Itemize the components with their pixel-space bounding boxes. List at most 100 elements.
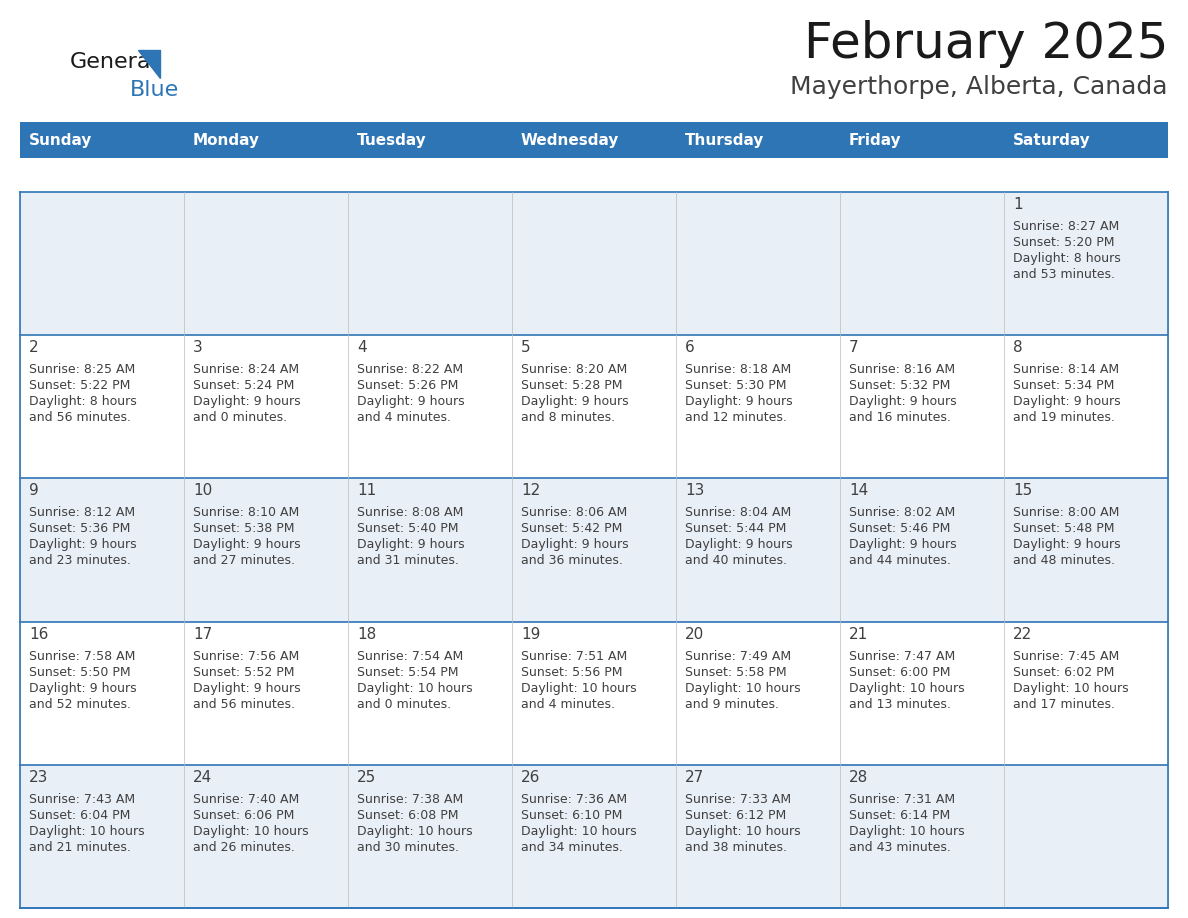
Text: Sunset: 6:10 PM: Sunset: 6:10 PM — [522, 809, 623, 822]
Text: 15: 15 — [1013, 484, 1032, 498]
Text: and 13 minutes.: and 13 minutes. — [849, 698, 950, 711]
Bar — [348, 478, 512, 621]
Text: and 53 minutes.: and 53 minutes. — [1013, 268, 1116, 281]
Text: Sunrise: 8:24 AM: Sunrise: 8:24 AM — [192, 364, 299, 376]
Text: Sunset: 5:38 PM: Sunset: 5:38 PM — [192, 522, 295, 535]
Text: and 4 minutes.: and 4 minutes. — [522, 698, 615, 711]
Bar — [840, 335, 1004, 478]
Text: Daylight: 8 hours: Daylight: 8 hours — [1013, 252, 1120, 265]
Text: Sunday: Sunday — [29, 133, 93, 149]
Text: and 27 minutes.: and 27 minutes. — [192, 554, 295, 567]
Text: Daylight: 10 hours: Daylight: 10 hours — [685, 824, 801, 838]
Bar — [184, 478, 348, 621]
Bar — [348, 765, 512, 908]
Bar — [20, 765, 184, 908]
Text: and 48 minutes.: and 48 minutes. — [1013, 554, 1116, 567]
Text: and 21 minutes.: and 21 minutes. — [29, 841, 131, 854]
Text: 24: 24 — [192, 770, 213, 785]
Text: Sunrise: 8:14 AM: Sunrise: 8:14 AM — [1013, 364, 1119, 376]
Bar — [840, 192, 1004, 335]
Text: and 12 minutes.: and 12 minutes. — [685, 411, 786, 424]
Bar — [676, 335, 840, 478]
Text: Sunrise: 8:22 AM: Sunrise: 8:22 AM — [358, 364, 463, 376]
Text: General: General — [70, 52, 158, 72]
Text: 17: 17 — [192, 627, 213, 642]
Text: 16: 16 — [29, 627, 49, 642]
Text: Sunset: 5:46 PM: Sunset: 5:46 PM — [849, 522, 950, 535]
Text: Sunrise: 8:18 AM: Sunrise: 8:18 AM — [685, 364, 791, 376]
Text: Sunrise: 7:40 AM: Sunrise: 7:40 AM — [192, 793, 299, 806]
Text: 1: 1 — [1013, 197, 1023, 212]
Bar — [1004, 192, 1168, 335]
Bar — [840, 765, 1004, 908]
Text: Sunset: 5:22 PM: Sunset: 5:22 PM — [29, 379, 131, 392]
Bar — [20, 122, 1168, 125]
Text: Daylight: 10 hours: Daylight: 10 hours — [522, 824, 637, 838]
Text: and 56 minutes.: and 56 minutes. — [192, 698, 295, 711]
Bar — [20, 478, 184, 621]
Polygon shape — [138, 50, 160, 78]
Text: 26: 26 — [522, 770, 541, 785]
Bar — [840, 621, 1004, 765]
Text: Sunrise: 7:31 AM: Sunrise: 7:31 AM — [849, 793, 955, 806]
Text: Sunrise: 7:58 AM: Sunrise: 7:58 AM — [29, 650, 135, 663]
Text: Sunset: 5:32 PM: Sunset: 5:32 PM — [849, 379, 950, 392]
Text: Sunrise: 7:47 AM: Sunrise: 7:47 AM — [849, 650, 955, 663]
Text: Daylight: 9 hours: Daylight: 9 hours — [522, 396, 628, 409]
Text: Daylight: 9 hours: Daylight: 9 hours — [1013, 538, 1120, 552]
Text: Sunset: 6:02 PM: Sunset: 6:02 PM — [1013, 666, 1114, 678]
Text: Sunset: 6:04 PM: Sunset: 6:04 PM — [29, 809, 131, 822]
Text: Daylight: 10 hours: Daylight: 10 hours — [849, 681, 965, 695]
Text: Daylight: 9 hours: Daylight: 9 hours — [192, 538, 301, 552]
Text: Sunset: 5:52 PM: Sunset: 5:52 PM — [192, 666, 295, 678]
Bar — [1004, 621, 1168, 765]
Text: and 38 minutes.: and 38 minutes. — [685, 841, 786, 854]
Text: Sunrise: 8:04 AM: Sunrise: 8:04 AM — [685, 507, 791, 520]
Text: Sunset: 6:06 PM: Sunset: 6:06 PM — [192, 809, 295, 822]
Text: Sunrise: 8:27 AM: Sunrise: 8:27 AM — [1013, 220, 1119, 233]
Text: Sunrise: 8:16 AM: Sunrise: 8:16 AM — [849, 364, 955, 376]
Text: Daylight: 9 hours: Daylight: 9 hours — [29, 538, 137, 552]
Text: and 30 minutes.: and 30 minutes. — [358, 841, 459, 854]
Text: and 44 minutes.: and 44 minutes. — [849, 554, 950, 567]
Text: 14: 14 — [849, 484, 868, 498]
Text: Wednesday: Wednesday — [522, 133, 619, 149]
Text: and 19 minutes.: and 19 minutes. — [1013, 411, 1114, 424]
Text: and 9 minutes.: and 9 minutes. — [685, 698, 779, 711]
Text: Sunrise: 8:00 AM: Sunrise: 8:00 AM — [1013, 507, 1119, 520]
Text: Sunset: 5:40 PM: Sunset: 5:40 PM — [358, 522, 459, 535]
Text: Daylight: 10 hours: Daylight: 10 hours — [685, 681, 801, 695]
Text: 22: 22 — [1013, 627, 1032, 642]
Text: 8: 8 — [1013, 341, 1023, 355]
Text: Sunset: 5:50 PM: Sunset: 5:50 PM — [29, 666, 131, 678]
Text: Sunrise: 8:06 AM: Sunrise: 8:06 AM — [522, 507, 627, 520]
Bar — [512, 192, 676, 335]
Text: and 23 minutes.: and 23 minutes. — [29, 554, 131, 567]
Bar — [1004, 124, 1168, 158]
Bar — [840, 478, 1004, 621]
Bar — [512, 621, 676, 765]
Text: Daylight: 9 hours: Daylight: 9 hours — [685, 538, 792, 552]
Text: Blue: Blue — [129, 80, 179, 100]
Bar — [512, 124, 676, 158]
Text: 10: 10 — [192, 484, 213, 498]
Text: and 36 minutes.: and 36 minutes. — [522, 554, 623, 567]
Text: Tuesday: Tuesday — [358, 133, 426, 149]
Bar — [1004, 478, 1168, 621]
Text: 28: 28 — [849, 770, 868, 785]
Text: Daylight: 10 hours: Daylight: 10 hours — [29, 824, 145, 838]
Text: Daylight: 9 hours: Daylight: 9 hours — [358, 396, 465, 409]
Text: Sunrise: 7:51 AM: Sunrise: 7:51 AM — [522, 650, 627, 663]
Text: Daylight: 10 hours: Daylight: 10 hours — [522, 681, 637, 695]
Text: Sunrise: 8:02 AM: Sunrise: 8:02 AM — [849, 507, 955, 520]
Bar — [676, 124, 840, 158]
Bar — [20, 192, 184, 335]
Text: Daylight: 10 hours: Daylight: 10 hours — [192, 824, 309, 838]
Bar — [184, 621, 348, 765]
Text: Daylight: 8 hours: Daylight: 8 hours — [29, 396, 137, 409]
Text: and 17 minutes.: and 17 minutes. — [1013, 698, 1116, 711]
Text: Daylight: 9 hours: Daylight: 9 hours — [192, 396, 301, 409]
Bar — [348, 621, 512, 765]
Bar — [676, 478, 840, 621]
Bar — [676, 765, 840, 908]
